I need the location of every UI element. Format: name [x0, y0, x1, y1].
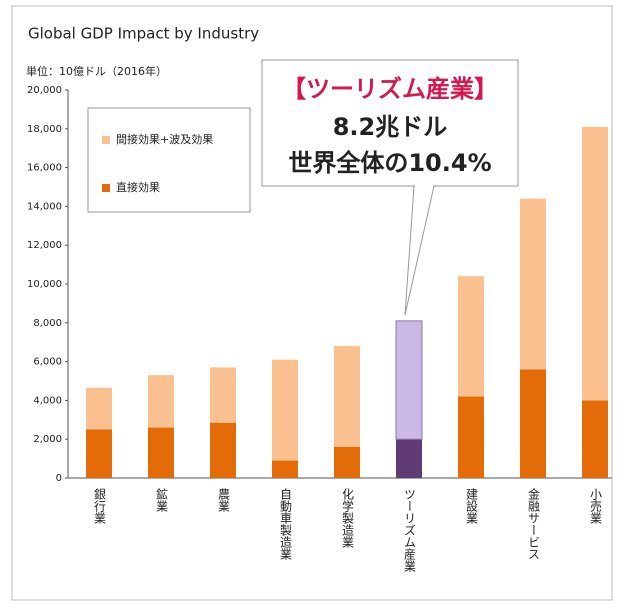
bar-segment: [458, 276, 484, 397]
bar-segment: [458, 396, 484, 478]
chart-title: Global GDP Impact by Industry: [28, 25, 259, 43]
y-tick-label: 12,000: [27, 240, 62, 251]
y-tick-label: 8,000: [33, 318, 62, 329]
y-tick-label: 4,000: [33, 395, 62, 406]
x-tick-label: 建設業: [465, 488, 479, 524]
y-tick-label: 16,000: [27, 163, 62, 174]
bar-segment: [396, 439, 422, 478]
callout-box: [261, 59, 519, 187]
y-tick-label: 6,000: [33, 357, 62, 368]
subtitle: 単位：10億ドル（2016年）: [26, 64, 167, 78]
callout-text: 世界全体の10.4%: [288, 149, 491, 177]
bar-segment: [520, 198, 546, 370]
legend: [87, 107, 251, 213]
bar-segment: [395, 320, 423, 440]
bar-segment: [210, 367, 236, 423]
y-tick-label: 10,000: [27, 279, 62, 290]
bar-segment: [272, 460, 298, 478]
callout-title: 【ツーリズム産業】: [282, 75, 498, 103]
x-tick-label: 鉱業: [155, 487, 169, 512]
legend-label: 直接効果: [116, 180, 160, 194]
y-tick-label: 14,000: [27, 201, 62, 212]
bar-segment: [86, 429, 112, 478]
bar-segment: [148, 427, 174, 478]
x-tick-label: 金融サービス: [527, 487, 541, 560]
x-tick-label: 化学製造業: [341, 488, 355, 548]
x-tick-label: 自動車製造業: [279, 488, 293, 560]
bar-segment: [272, 359, 298, 461]
bar-segment: [582, 126, 608, 401]
y-tick-label: 0: [56, 473, 62, 484]
x-tick-label: 小売業: [589, 488, 603, 524]
bar-segment: [148, 375, 174, 428]
legend-swatch: [102, 136, 110, 144]
legend-swatch: [102, 184, 110, 192]
y-tick-label: 18,000: [27, 124, 62, 135]
bar-segment: [210, 422, 236, 478]
bar-segment: [334, 346, 360, 447]
y-tick-label: 2,000: [33, 434, 62, 445]
x-tick-label: 銀行業: [93, 488, 107, 524]
legend-label: 間接効果+波及効果: [116, 132, 213, 146]
callout-text: 8.2兆ドル: [333, 113, 448, 141]
bar-segment: [334, 446, 360, 478]
x-tick-label: ツーリズム産業: [403, 488, 417, 572]
bar-segment: [86, 387, 112, 430]
bar-segment: [520, 369, 546, 478]
y-tick-label: 20,000: [27, 85, 62, 96]
x-tick-label: 農業: [217, 488, 231, 512]
bar-segment: [582, 400, 608, 478]
